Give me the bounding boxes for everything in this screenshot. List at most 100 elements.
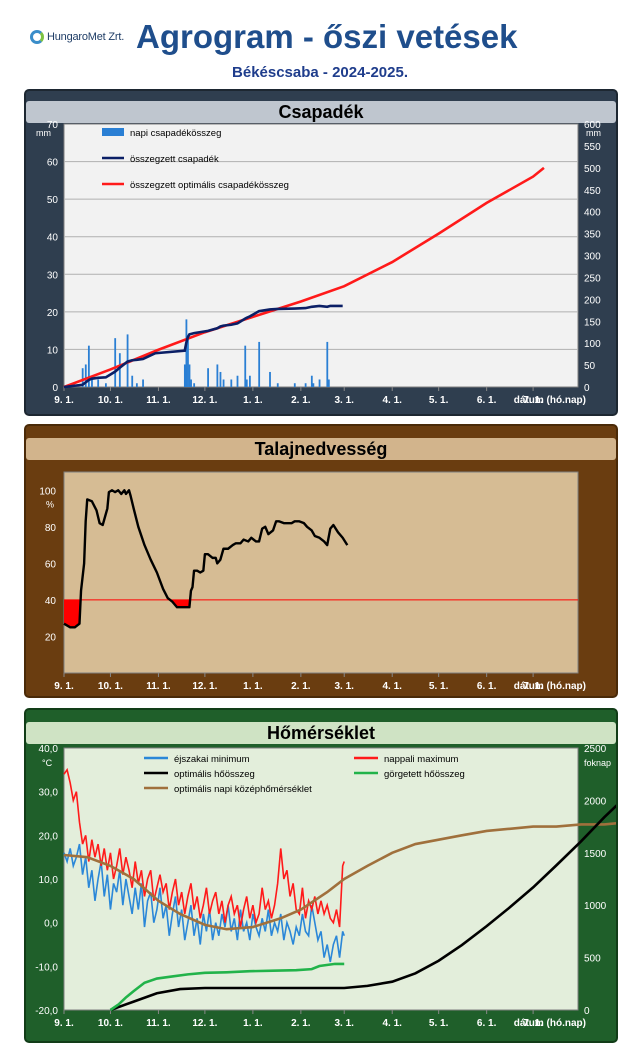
daily-precip-bar	[87, 345, 90, 387]
plot-area	[63, 471, 579, 674]
y-right-tick-label: 550	[584, 142, 601, 153]
daily-precip-bar	[318, 379, 321, 387]
soil-moisture-chart: 9. 1. 10. 1. 11. 1. 12. 1. 1. 1. 2. 1. 3. 1. 4.…	[39, 471, 586, 692]
y-right-tick-label: 250	[584, 273, 601, 284]
y-tick-label: 20	[45, 632, 57, 643]
y-tick-label: -20,0	[35, 1006, 58, 1017]
x-tick-label: 9. 1.	[54, 1018, 74, 1029]
y-tick-label: 0	[52, 383, 58, 394]
x-tick-label: 12. 1.	[192, 1018, 217, 1029]
y-tick-label: 40	[47, 233, 59, 244]
y-tick-label: 40	[45, 596, 57, 607]
daily-precip-bar	[207, 368, 209, 387]
daily-precip-bar	[84, 364, 87, 387]
y-right-tick-label: 2000	[584, 796, 607, 807]
daily-precip-bar	[244, 345, 247, 387]
x-tick-label: 1. 1.	[243, 395, 263, 406]
x-tick-label: 3. 1.	[334, 1018, 354, 1029]
daily-precip-bar	[131, 375, 134, 387]
x-tick-label: 1. 1.	[243, 681, 263, 692]
x-tick-label: 2. 1.	[291, 681, 311, 692]
daily-precip-bar	[248, 375, 251, 387]
plot-area	[63, 123, 579, 388]
daily-precip-bar	[312, 383, 315, 387]
page-title: Agrogram - őszi vetések	[136, 18, 518, 55]
x-tick-label: 7. 1.	[523, 681, 543, 692]
day-maximum-line	[63, 767, 345, 928]
x-tick-label: 2. 1.	[291, 1018, 311, 1029]
y-right-axis-unit: mm	[586, 128, 601, 138]
y-tick-label: 40,0	[39, 744, 59, 755]
x-tick-label: 4. 1.	[382, 681, 402, 692]
y-right-axis-unit: foknap	[584, 758, 611, 768]
y-right-tick-label: 1000	[584, 901, 607, 912]
page-header: HungaroMet Zrt. Agrogram - őszi vetések …	[0, 0, 640, 86]
y-right-tick-label: 0	[584, 1006, 590, 1017]
x-tick-label: 5. 1.	[429, 681, 449, 692]
x-axis-label: dátum (hó.nap)	[514, 395, 586, 406]
y-right-tick-label: 450	[584, 186, 601, 197]
y-right-tick-label: 500	[584, 164, 601, 175]
x-tick-label: 7. 1.	[523, 395, 543, 406]
x-tick-label: 9. 1.	[54, 681, 74, 692]
y-right-tick-label: 100	[584, 339, 601, 350]
legend-label-rolling-heat: görgetett hőösszeg	[384, 769, 465, 780]
y-tick-label: 70	[47, 120, 59, 131]
x-tick-label: 9. 1.	[54, 395, 74, 406]
y-tick-label: 0,0	[44, 919, 58, 930]
legend-label-night-min: éjszakai minimum	[174, 754, 250, 765]
daily-precip-bar	[326, 341, 329, 387]
y-axis-unit: °C	[42, 758, 53, 768]
y-right-tick-label: 0	[584, 383, 590, 394]
x-tick-label: 10. 1.	[98, 395, 123, 406]
y-right-tick-label: 1500	[584, 849, 607, 860]
x-tick-label: 3. 1.	[334, 681, 354, 692]
y-axis-unit: %	[46, 499, 54, 509]
legend-swatch-daily	[102, 128, 124, 136]
precipitation-panel: Csapadék 9. 1. 10. 1. 11. 1. 12. 1. 1. 1. 2. …	[24, 89, 618, 416]
soil-deficit-area	[64, 599, 80, 628]
plot-area	[63, 747, 579, 1011]
y-right-tick-label: 150	[584, 317, 601, 328]
x-tick-label: 10. 1.	[98, 681, 123, 692]
daily-precip-bar	[105, 383, 107, 387]
y-tick-label: 100	[39, 486, 56, 497]
daily-precip-bar	[188, 364, 191, 387]
night-minimum-line	[63, 843, 345, 963]
x-tick-label: 3. 1.	[334, 395, 354, 406]
x-axis-label: dátum (hó.nap)	[514, 1018, 586, 1029]
hungaromet-logo: HungaroMet Zrt.	[30, 30, 124, 44]
daily-precip-bar	[185, 319, 188, 387]
y-right-tick-label: 200	[584, 295, 601, 306]
x-tick-label: 4. 1.	[382, 395, 402, 406]
y-tick-label: 10	[47, 345, 59, 356]
optimal-precip-line	[63, 166, 545, 389]
x-tick-label: 10. 1.	[98, 1018, 123, 1029]
cumulative-precip-line	[63, 304, 343, 389]
y-right-tick-label: 50	[584, 361, 596, 372]
y-tick-label: 80	[45, 523, 57, 534]
y-right-tick-label: 350	[584, 230, 601, 241]
legend-label-optimal-heat: optimális hőösszeg	[174, 769, 255, 780]
x-tick-label: 1. 1.	[243, 1018, 263, 1029]
soil-moisture-panel: Talajnedvesség 9. 1. 10. 1. 11. 1. 12. 1. 1.…	[24, 424, 618, 698]
y-right-tick-label: 2500	[584, 744, 607, 755]
x-tick-label: 6. 1.	[477, 681, 497, 692]
x-tick-label: 6. 1.	[477, 1018, 497, 1029]
y-right-tick-label: 600	[584, 120, 601, 131]
legend-label-optimal-mean: optimális napi középhőmérséklet	[174, 784, 312, 795]
rolling-heat-sum-line	[109, 962, 345, 1012]
y-tick-label: 20	[47, 308, 59, 319]
legend-label-daily: napi csapadékösszeg	[130, 128, 221, 139]
logo-text: HungaroMet Zrt.	[47, 31, 125, 43]
daily-precip-bar	[91, 375, 93, 387]
x-tick-label: 4. 1.	[382, 1018, 402, 1029]
daily-precip-bar	[230, 379, 233, 387]
y-tick-label: -10,0	[35, 962, 58, 973]
daily-precip-bar	[81, 368, 84, 387]
temperature-chart: 9. 1. 10. 1. 11. 1. 12. 1. 1. 1. 2. 1. 3. 1. 4.…	[35, 744, 616, 1029]
daily-precip-bar	[245, 379, 248, 387]
x-tick-label: 11. 1.	[146, 395, 171, 406]
legend-label-cumulative: összegzett csapadék	[130, 154, 219, 165]
daily-precip-bar	[310, 375, 313, 387]
